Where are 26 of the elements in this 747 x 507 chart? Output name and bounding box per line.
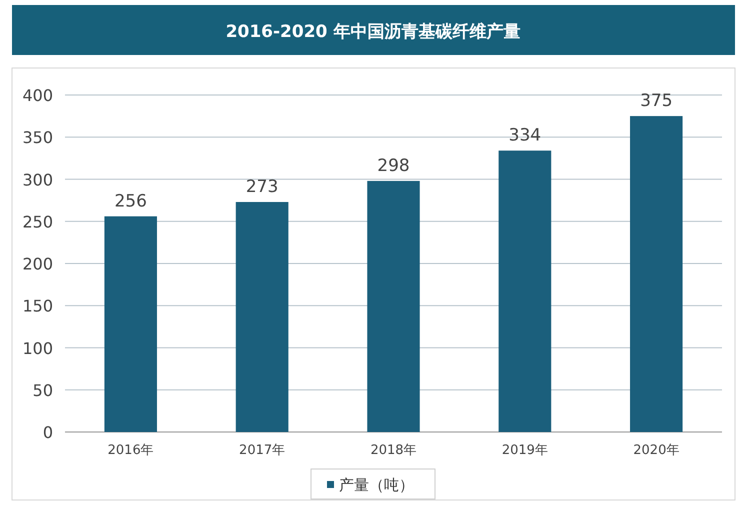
- data-label: 256: [114, 191, 147, 212]
- bar: [236, 202, 288, 432]
- data-label: 298: [377, 156, 410, 176]
- data-label: 334: [508, 126, 542, 146]
- chart-title: 2016-2020 年中国沥青基碳纤维产量: [226, 22, 520, 42]
- bar: [367, 180, 420, 432]
- y-tick-label: 200: [22, 254, 53, 274]
- y-tick-label: 50: [32, 380, 53, 400]
- x-tick-label: 2019年: [502, 443, 548, 458]
- y-tick-label: 400: [22, 86, 53, 105]
- bar: [104, 216, 157, 432]
- x-tick-label: 2020年: [633, 443, 680, 458]
- y-tick-label: 350: [22, 128, 53, 148]
- y-tick-label: 0: [42, 423, 53, 442]
- x-tick-label: 2018年: [370, 443, 417, 458]
- y-tick-label: 150: [22, 296, 53, 316]
- legend-label: 产量（吨）: [339, 476, 414, 494]
- bar: [498, 150, 552, 432]
- x-tick-label: 2016年: [108, 443, 154, 458]
- data-label: 375: [640, 91, 673, 112]
- data-label: 273: [246, 176, 278, 197]
- y-tick-label: 100: [22, 338, 53, 358]
- bar: [630, 116, 683, 432]
- y-tick-label: 300: [22, 170, 53, 190]
- x-tick-label: 2017年: [239, 443, 286, 458]
- y-tick-label: 250: [22, 212, 53, 232]
